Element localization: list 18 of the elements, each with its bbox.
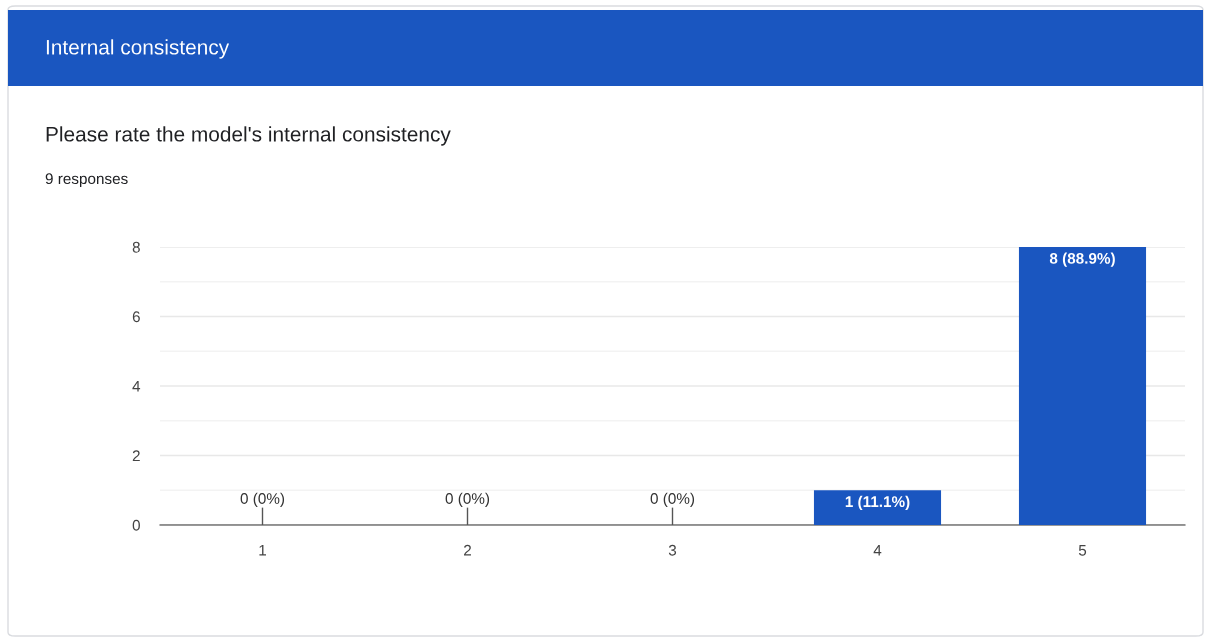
data-label: 8 (88.9%) [1049,252,1115,267]
y-tick-label: 2 [132,450,140,462]
data-label: 0 (0%) [445,492,490,507]
x-tick-label: 2 [464,544,471,556]
text: 9 responses [45,173,128,188]
x-tick-label: 4 [873,545,882,556]
y-tick-label: 8 [132,241,140,253]
y-tick-label: 4 [132,381,141,392]
data-label: 1 (11.1%) [845,495,910,511]
x-tick-label: 1 [259,545,266,556]
chart-title: Internal consistency [46,39,230,59]
data-label: 0 (0%) [650,492,695,507]
y-tick-label: 6 [132,311,140,323]
y-tick-label: 0 [132,519,140,531]
data-label: 0 (0%) [240,492,285,507]
chart-subtitle: Please rate the model's internal consistency [46,126,451,146]
x-tick-label: 3 [668,544,677,556]
x-tick-label: 5 [1078,545,1087,556]
